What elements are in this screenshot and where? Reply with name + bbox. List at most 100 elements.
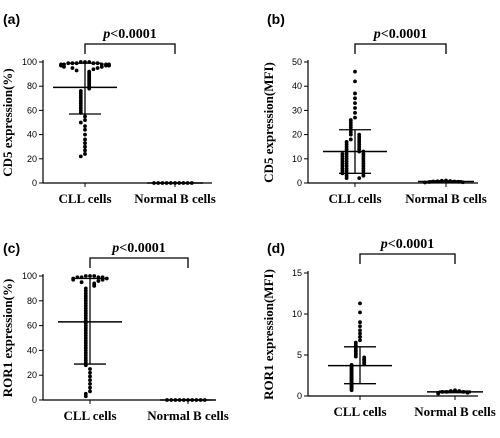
data-point (358, 328, 362, 333)
data-point (83, 394, 88, 399)
data-point (344, 176, 349, 181)
data-point (83, 274, 88, 278)
y-tick-label: 40 (27, 130, 37, 140)
p-value: <0.0001 (110, 27, 156, 42)
y-tick-label: 5 (297, 350, 302, 360)
data-point (83, 114, 87, 119)
data-point (358, 331, 362, 336)
significance-bracket (84, 43, 176, 54)
p-symbol: p (111, 241, 119, 256)
data-point (107, 63, 111, 68)
significance-label: p<0.0001 (373, 27, 427, 42)
significance-bracket (354, 43, 447, 54)
significance-bracket (89, 257, 189, 268)
significance-label: p<0.0001 (111, 241, 165, 256)
data-point (361, 173, 366, 178)
data-point (353, 106, 357, 110)
data-point (83, 144, 87, 149)
y-tick-label: 30 (292, 105, 302, 115)
data-point (83, 152, 87, 156)
data-point (83, 148, 87, 153)
data-point (358, 338, 362, 343)
data-point (353, 91, 357, 96)
data-point (358, 320, 362, 325)
data-point (59, 63, 63, 68)
data-point (353, 110, 357, 115)
data-point (83, 141, 87, 145)
data-point (95, 66, 100, 70)
p-symbol: p (373, 27, 381, 42)
data-point (88, 385, 92, 390)
data-point (104, 63, 108, 68)
data-point (91, 67, 96, 72)
y-tick-label: 10 (292, 154, 302, 164)
data-point (83, 118, 87, 122)
data-point (83, 132, 87, 137)
data-point (99, 64, 104, 69)
y-tick-label: 20 (292, 130, 302, 140)
p-value: <0.0001 (381, 27, 427, 42)
data-point (88, 367, 92, 371)
significance-label: p<0.0001 (102, 27, 156, 42)
data-point (92, 274, 97, 278)
p-value: <0.0001 (388, 237, 434, 252)
y-tick-label: 0 (32, 395, 37, 405)
data-point (357, 176, 362, 181)
data-point (74, 68, 79, 73)
category-label: Normal B cells (414, 404, 496, 419)
data-point (78, 120, 83, 125)
y-axis-label: CD5 expression(MFI) (261, 62, 276, 183)
y-tick-label: 100 (22, 271, 37, 281)
data-point (88, 378, 92, 383)
category-label: Normal B cells (405, 191, 487, 206)
y-axis-label: ROR1 expression(MFI) (261, 269, 276, 400)
y-tick-label: 50 (292, 57, 302, 67)
data-point (348, 132, 353, 137)
data-point (348, 137, 353, 142)
data-point (88, 370, 92, 375)
data-point (79, 280, 84, 285)
data-point (353, 354, 358, 359)
significance-bracket (359, 253, 456, 264)
y-tick-label: 60 (27, 321, 37, 331)
data-point (358, 324, 362, 329)
category-label: CLL cells (333, 404, 386, 419)
p-symbol: p (380, 237, 388, 252)
y-tick-label: 10 (292, 309, 302, 319)
panel-c: (c) 0 20 40 60 80 100 CLL cells Normal B cells RO… (0, 240, 229, 423)
y-tick-label: 80 (27, 81, 37, 91)
data-point (88, 389, 92, 394)
panel-a: (a) 0 20 40 60 80 100 CLL cells Normal B cells CD… (0, 11, 216, 206)
data-point (353, 69, 357, 74)
data-point (88, 274, 92, 278)
data-point (104, 276, 109, 281)
data-point (83, 127, 87, 132)
y-tick-label: 40 (27, 345, 37, 355)
y-tick-label: 40 (292, 81, 302, 91)
data-point (70, 66, 75, 70)
data-point (62, 64, 66, 69)
y-tick-label: 15 (292, 268, 302, 278)
data-point (349, 388, 354, 393)
y-tick-label: 100 (22, 57, 37, 67)
data-point (358, 335, 362, 339)
category-label: Normal B cells (147, 408, 229, 423)
category-label: CLL cells (58, 191, 111, 206)
data-point (353, 96, 357, 101)
data-point (83, 137, 87, 142)
y-axis-label: ROR1 expression(%) (0, 279, 15, 398)
data-point (92, 284, 97, 288)
data-point (358, 301, 362, 306)
y-tick-label: 20 (27, 154, 37, 164)
panel-label: (a) (3, 11, 20, 27)
p-value: <0.0001 (119, 241, 165, 256)
data-point (358, 310, 362, 315)
data-point (78, 154, 83, 159)
panel-b: (b) 0 10 20 30 40 50 CLL cells Normal B cells CD5… (261, 11, 487, 206)
panel-label: (b) (267, 11, 285, 27)
y-tick-label: 20 (27, 370, 37, 380)
panel-label: (d) (267, 240, 285, 256)
p-symbol: p (102, 27, 110, 42)
category-label: CLL cells (63, 408, 116, 423)
